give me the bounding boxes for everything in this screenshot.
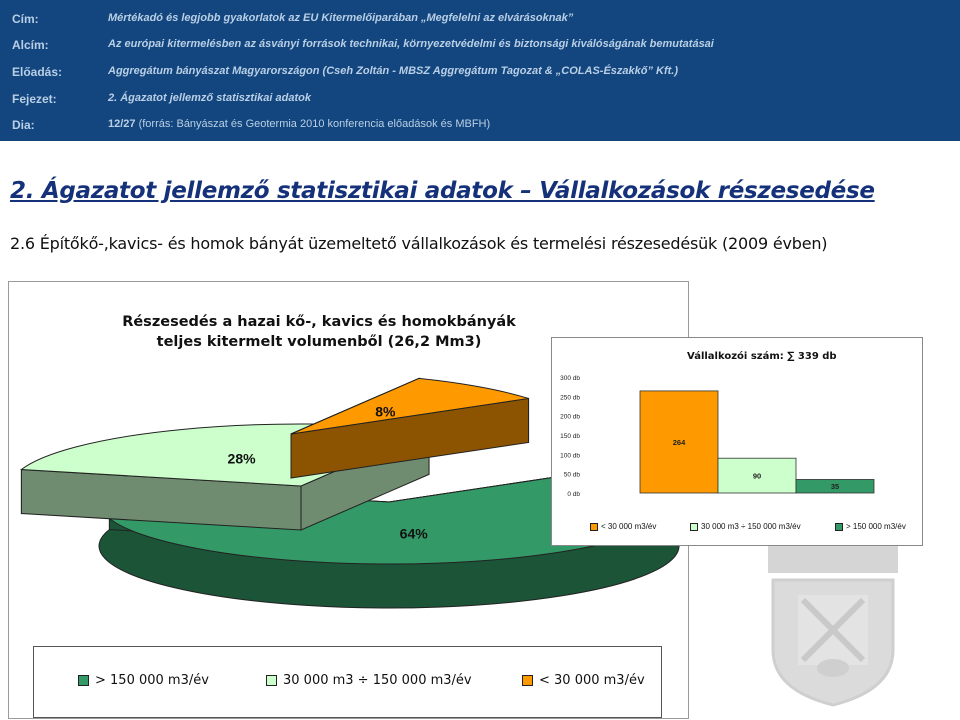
header-value: Mértékadó és legjobb gyakorlatok az EU K… (108, 12, 574, 24)
slide-header: Cím: Mértékadó és legjobb gyakorlatok az … (0, 0, 960, 141)
pie-slice-top (290, 377, 529, 435)
legend-label: > 150 000 m3/év (846, 522, 906, 531)
legend-label: 30 000 m3 ÷ 150 000 m3/év (283, 673, 472, 688)
header-label: Dia: (12, 118, 35, 132)
legend-label: > 150 000 m3/év (95, 673, 209, 688)
bar (639, 390, 719, 494)
bar-value-label: 35 (831, 482, 839, 491)
header-row: Alcím: Az európai kitermelésben az ásvány… (0, 38, 960, 58)
slide-subtitle: 2.6 Építőkő-,kavics- és homok bányát üze… (10, 234, 828, 253)
bar (717, 457, 797, 494)
header-value: 2. Ágazatot jellemző statisztikai adatok (108, 92, 311, 104)
pie-slice-label: 64% (400, 526, 429, 542)
legend-item-medium: 30 000 m3 ÷ 150 000 m3/év (266, 673, 472, 688)
header-value: Aggregátum bányászat Magyarországon (Cse… (108, 65, 679, 77)
header-row: Cím: Mértékadó és legjobb gyakorlatok az … (0, 12, 960, 32)
bar-value-label: 90 (753, 472, 761, 481)
bar-chart: 300 db 250 db 200 db 150 db 100 db 50 db 0 db 2… (560, 375, 875, 498)
header-label: Cím: (12, 12, 39, 26)
bar-legend-item-small: < 30 000 m3/év (590, 522, 656, 531)
pie-chart-title: Részesedés a hazai kő-, kavics és homokb… (49, 312, 589, 352)
legend-swatch (690, 522, 698, 531)
pie-slice-label: 8% (375, 403, 396, 419)
chart-panel: Részesedés a hazai kő-, kavics és homokb… (8, 281, 689, 719)
header-row: Előadás: Aggregátum bányászat Magyarorszá… (0, 65, 960, 85)
legend-swatch (266, 675, 277, 686)
y-tick-label: 250 db (560, 394, 580, 401)
pie-legend: > 150 000 m3/év 30 000 m3 ÷ 150 000 m3/é… (33, 646, 662, 718)
header-row: Dia: 12/27 (forrás: Bányászat és Geotermi… (0, 118, 960, 138)
header-label: Fejezet: (12, 92, 57, 106)
header-value: Az európai kitermelésben az ásványi forr… (108, 38, 714, 50)
legend-item-large: > 150 000 m3/év (78, 673, 209, 688)
bar-chart-title: Vállalkozói szám: ∑ 339 db (687, 351, 837, 362)
legend-swatch (522, 675, 533, 686)
y-tick-label: 0 db (567, 491, 580, 498)
pie-title-line2: teljes kitermelt volumenből (26,2 Mm3) (156, 334, 482, 350)
header-row: Fejezet: 2. Ágazatot jellemző statisztika… (0, 92, 960, 112)
pie-slice-label: 28% (228, 451, 257, 467)
bar-chart-panel: Vállalkozói szám: ∑ 339 db 300 db 250 db 2… (551, 337, 923, 546)
mining-seal-watermark (768, 545, 898, 707)
y-tick-label: 100 db (560, 452, 580, 459)
legend-swatch (835, 522, 843, 531)
bar-legend-item-large: > 150 000 m3/év (835, 522, 906, 531)
bar (795, 479, 875, 494)
y-tick-label: 150 db (560, 433, 580, 440)
pie-chart: 64% 28% 8% (20, 377, 680, 609)
legend-label: < 30 000 m3/év (601, 522, 657, 531)
pie-slice: 8% (290, 377, 530, 479)
slide-title: 2. Ágazatot jellemző statisztikai adatok… (10, 178, 875, 204)
pie-title-line1: Részesedés a hazai kő-, kavics és homokb… (122, 314, 516, 330)
header-label: Előadás: (12, 65, 63, 79)
header-label: Alcím: (12, 38, 49, 52)
legend-label: 30 000 m3 ÷ 150 000 m3/év (701, 522, 801, 531)
bar-value-label: 264 (673, 438, 686, 447)
bar-legend-item-medium: 30 000 m3 ÷ 150 000 m3/év (690, 522, 801, 531)
y-tick-label: 300 db (560, 375, 580, 382)
legend-swatch (78, 675, 89, 686)
y-tick-label: 50 db (564, 472, 581, 479)
header-value: 12/27 (forrás: Bányászat és Geotermia 20… (108, 118, 491, 130)
y-tick-label: 200 db (560, 414, 580, 421)
legend-swatch (590, 522, 598, 531)
legend-item-small: < 30 000 m3/év (522, 673, 645, 688)
legend-label: < 30 000 m3/év (539, 673, 645, 688)
